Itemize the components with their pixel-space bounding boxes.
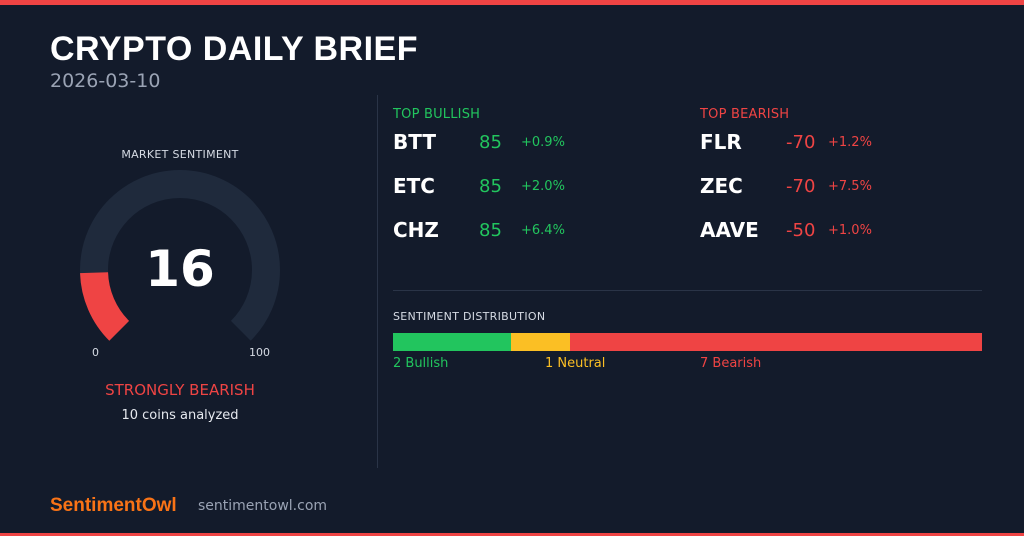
coin-symbol: BTT	[393, 130, 436, 154]
bearish-count-label: 7 Bearish	[700, 356, 762, 371]
coin-score: -70	[786, 176, 816, 197]
page-title: CRYPTO DAILY BRIEF	[50, 30, 418, 68]
coin-change: +1.2%	[828, 135, 872, 150]
gauge-fill	[80, 271, 130, 341]
sentiment-gauge	[80, 170, 280, 341]
vertical-divider	[377, 95, 378, 468]
coin-symbol: ETC	[393, 174, 435, 198]
coin-change: +1.0%	[828, 223, 872, 238]
bottom-accent-bar	[0, 533, 1024, 536]
coin-symbol: ZEC	[700, 174, 743, 198]
top-bullish-heading: TOP BULLISH	[393, 107, 481, 122]
coin-symbol: FLR	[700, 130, 742, 154]
bullish-segment	[393, 333, 511, 351]
sentiment-status: STRONGLY BEARISH	[105, 381, 255, 399]
distribution-label: SENTIMENT DISTRIBUTION	[393, 310, 546, 323]
site-link[interactable]: sentimentowl.com	[198, 498, 328, 514]
coin-change: +2.0%	[521, 179, 565, 194]
brand-logo: SentimentOwl	[50, 495, 177, 516]
neutral-count-label: 1 Neutral	[545, 356, 606, 371]
coin-score: 85	[479, 132, 502, 153]
horizontal-divider	[393, 290, 982, 291]
coins-analyzed: 10 coins analyzed	[121, 408, 239, 423]
report-date: 2026-03-10	[50, 70, 161, 92]
gauge-label: MARKET SENTIMENT	[121, 148, 239, 161]
gauge-min-label: 0	[92, 346, 99, 359]
top-bearish-heading: TOP BEARISH	[700, 107, 790, 122]
coin-score: -70	[786, 132, 816, 153]
coin-score: 85	[479, 220, 502, 241]
distribution-bar	[393, 333, 982, 351]
neutral-segment	[510, 333, 570, 351]
coin-score: 85	[479, 176, 502, 197]
coin-change: +0.9%	[521, 135, 565, 150]
bullish-count-label: 2 Bullish	[393, 356, 449, 371]
bearish-segment	[569, 333, 982, 351]
coin-symbol: CHZ	[393, 218, 439, 242]
coin-score: -50	[786, 220, 816, 241]
coin-change: +7.5%	[828, 179, 872, 194]
gauge-max-label: 100	[249, 346, 270, 359]
coin-change: +6.4%	[521, 223, 565, 238]
coin-symbol: AAVE	[700, 218, 759, 242]
top-accent-bar	[0, 0, 1024, 5]
gauge-value: 16	[145, 240, 215, 298]
